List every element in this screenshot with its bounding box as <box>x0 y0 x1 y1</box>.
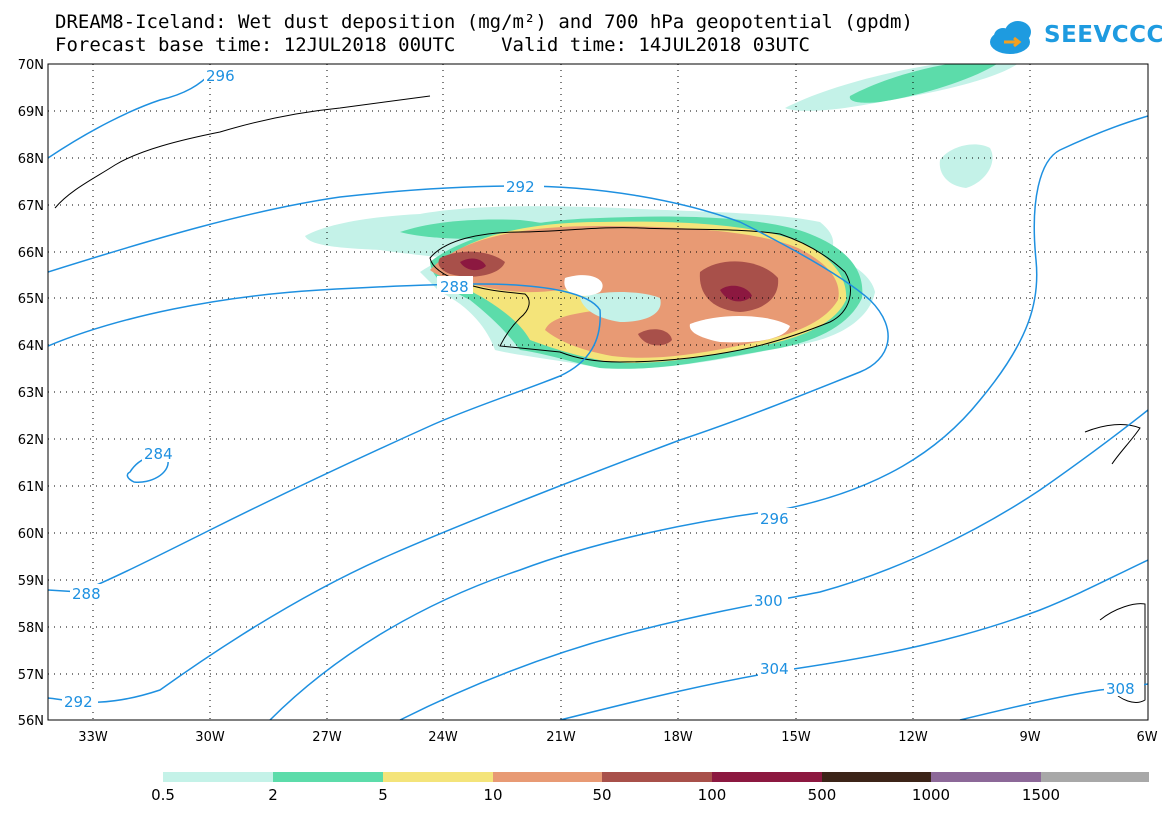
cloud-icon <box>990 21 1031 54</box>
coastlines <box>54 95 1146 703</box>
contour-label-296: 296 <box>206 67 235 85</box>
contour-label-288: 288 <box>440 278 469 296</box>
lat-label: 64N <box>18 339 44 354</box>
latitude-labels: 70N 69N 68N 67N 66N 65N 64N 63N 62N 61N … <box>18 58 44 729</box>
contour-labels: 296 292 288 284 288 296 300 304 292 308 <box>62 66 1144 711</box>
lon-label: 27W <box>312 730 342 745</box>
colorbar-swatch <box>383 772 493 782</box>
colorbar-swatch <box>163 772 273 782</box>
colorbar-label: 50 <box>592 786 612 804</box>
lat-label: 66N <box>18 246 44 261</box>
colorbar-label: 0.5 <box>151 786 175 804</box>
graticule <box>48 64 1148 720</box>
plot-frame <box>47 63 1149 721</box>
colorbar-label: 5 <box>378 786 388 804</box>
lat-label: 67N <box>18 199 44 214</box>
geopotential-contours <box>48 71 1148 720</box>
lat-label: 65N <box>18 292 44 307</box>
lat-label: 68N <box>18 152 44 167</box>
lat-label: 59N <box>18 574 44 589</box>
contour-label-292-south: 292 <box>64 693 93 711</box>
contour-label-300: 300 <box>754 592 783 610</box>
lat-label: 60N <box>18 527 44 542</box>
lat-label: 56N <box>18 714 44 729</box>
lon-label: 18W <box>663 730 693 745</box>
lon-label: 9W <box>1019 730 1040 745</box>
contour-label-288-south: 288 <box>72 585 101 603</box>
contour-label-284: 284 <box>144 445 173 463</box>
colorbar-label: 100 <box>697 786 727 804</box>
contour-label-308: 308 <box>1106 680 1135 698</box>
colorbar-swatch <box>712 772 822 782</box>
colorbar-label: 500 <box>807 786 837 804</box>
colorbar-label: 10 <box>483 786 503 804</box>
lon-label: 33W <box>78 730 108 745</box>
lon-label: 6W <box>1136 730 1157 745</box>
lon-label: 12W <box>898 730 928 745</box>
lat-label: 62N <box>18 433 44 448</box>
lat-label: 70N <box>18 58 44 73</box>
map-title: DREAM8-Iceland: Wet dust deposition (mg/… <box>55 11 913 33</box>
colorbar-swatch <box>931 772 1041 782</box>
lon-label: 24W <box>428 730 458 745</box>
lat-label: 58N <box>18 621 44 636</box>
lat-label: 63N <box>18 386 44 401</box>
colorbar-label: 2 <box>268 786 278 804</box>
contour-label-304: 304 <box>760 660 789 678</box>
colorbar-swatch <box>273 772 383 782</box>
colorbar-swatch <box>822 772 931 782</box>
contour-label-292: 292 <box>506 178 535 196</box>
logo-text: SEEVCCC <box>1044 22 1164 48</box>
lat-label: 57N <box>18 668 44 683</box>
map-subtitle: Forecast base time: 12JUL2018 00UTC Vali… <box>55 34 810 56</box>
colorbar-label: 1000 <box>911 786 951 804</box>
lon-label: 21W <box>546 730 576 745</box>
colorbar-swatch <box>1041 772 1149 782</box>
dust-deposition-shading <box>305 64 1018 369</box>
contour-label-296-south: 296 <box>760 510 789 528</box>
longitude-labels: 33W 30W 27W 24W 21W 18W 15W 12W 9W 6W <box>78 730 1157 745</box>
colorbar-swatch <box>602 772 712 782</box>
lon-label: 15W <box>781 730 811 745</box>
colorbar-swatch <box>493 772 602 782</box>
colorbar-label: 1500 <box>1021 786 1061 804</box>
lat-label: 61N <box>18 480 44 495</box>
lat-label: 69N <box>18 105 44 120</box>
lon-label: 30W <box>195 730 225 745</box>
